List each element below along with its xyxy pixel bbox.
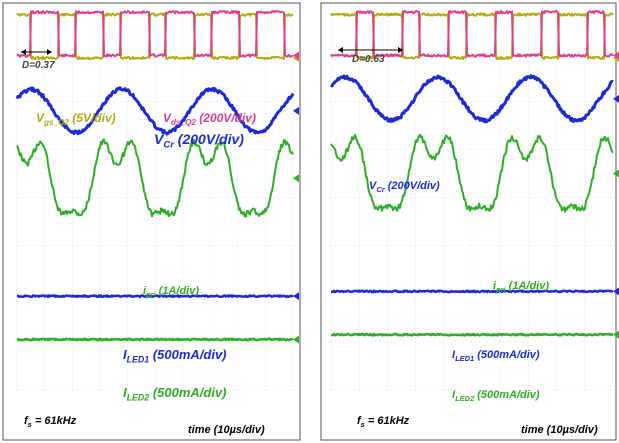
time-label: time (10µs/div) — [521, 424, 598, 436]
channel-marker-ipri — [293, 174, 299, 183]
label-vcr: VCr (200V/div) — [369, 180, 440, 194]
channel-marker-vds — [293, 51, 299, 60]
channel-marker-iled2 — [293, 335, 299, 344]
panel-frame — [320, 2, 617, 441]
label-iled1: ILED1 (500mA/div) — [452, 349, 540, 363]
scope-panel-left: Vgs_Q2 (5V/div) Vds_Q2 (200V/div) VCr (200… — [2, 2, 301, 441]
channel-marker-vcr — [293, 106, 299, 115]
graticule — [330, 4, 614, 391]
channel-marker-ipri — [613, 169, 619, 178]
time-label: time (10µs/div) — [188, 424, 265, 436]
trace-vcr — [15, 86, 295, 136]
channel-marker-iled1 — [613, 287, 619, 296]
scope-panel-right: VCr (200V/div) ipri (1A/div) ILED1 (500mA/… — [320, 2, 619, 441]
trace-vds — [330, 10, 614, 58]
label-ipri: ipri (1A/div) — [493, 280, 549, 294]
trace-ipri — [330, 133, 614, 213]
trace-iled1 — [16, 294, 294, 299]
label-vds: Vds_Q2 (200V/div) — [163, 111, 256, 127]
label-iled2: ILED2 (500mA/div) — [452, 389, 540, 403]
graticule — [16, 4, 294, 391]
duty-label: D=0.63 — [352, 54, 385, 65]
fs-label: fs = 61kHz — [24, 415, 77, 429]
label-iled2: ILED2 (500mA/div) — [123, 385, 227, 402]
trace-vcr — [329, 74, 614, 124]
label-ipri: ipri (1A/div) — [143, 285, 199, 299]
trace-iled2 — [16, 337, 294, 342]
trace-ipri — [16, 138, 294, 218]
trace-iled1 — [330, 289, 614, 294]
panel-frame — [2, 2, 301, 441]
trace-vgs — [16, 12, 294, 61]
fs-label: fs = 61kHz — [357, 415, 410, 429]
channel-marker-iled1 — [293, 292, 299, 301]
trace-vgs — [330, 12, 614, 61]
channel-marker-iled2 — [613, 330, 619, 339]
label-vgs: Vgs_Q2 (5V/div) — [36, 111, 116, 127]
channel-marker-vds — [613, 51, 619, 60]
trace-iled2 — [330, 332, 614, 337]
label-vcr: VCr (200V/div) — [154, 131, 244, 151]
duty-label: D=0.37 — [22, 60, 55, 71]
channel-marker-vcr — [613, 94, 619, 103]
trace-vds — [16, 10, 294, 58]
label-iled1: ILED1 (500mA/div) — [123, 347, 227, 364]
